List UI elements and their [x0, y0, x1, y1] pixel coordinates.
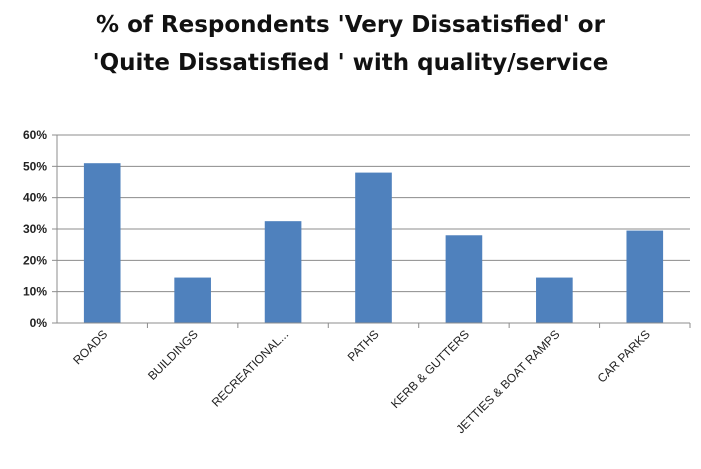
y-tick-label: 60% — [23, 128, 47, 142]
x-tick-label: JETTIES & BOAT RAMPS — [453, 327, 562, 436]
x-tick-label: PATHS — [345, 327, 382, 364]
x-tick-label: RECREATIONAL... — [209, 327, 291, 409]
x-tick-label: KERB & GUTTERS — [388, 327, 472, 411]
bar — [355, 172, 392, 323]
x-tick-label: ROADS — [70, 327, 110, 367]
bar — [445, 235, 483, 323]
bar — [264, 221, 302, 323]
chart-title: % of Respondents 'Very Dissatisfied' or … — [0, 6, 701, 82]
bar — [174, 277, 211, 323]
axes — [52, 134, 691, 328]
x-tick-label: BUILDINGS — [145, 327, 201, 383]
bars — [83, 163, 664, 323]
y-tick-label: 40% — [23, 191, 47, 205]
x-tick-labels: ROADS BUILDINGS RECREATIONAL... PATHS KERB &… — [70, 327, 653, 436]
y-tick-label: 30% — [23, 222, 47, 236]
x-tick-label: CAR PARKS — [595, 327, 653, 385]
bar — [536, 277, 573, 323]
y-tick-label: 10% — [23, 285, 47, 299]
bar — [626, 230, 664, 323]
chart-title-line-2: 'Quite Dissatisfied ' with quality/servi… — [92, 50, 609, 76]
y-tick-label: 50% — [23, 159, 47, 173]
y-tick-labels: 0% 10% 20% 30% 40% 50% 60% — [23, 128, 47, 330]
chart-title-line-1: % of Respondents 'Very Dissatisfied' or — [96, 12, 605, 38]
y-tick-label: 20% — [23, 253, 47, 267]
y-tick-label: 0% — [30, 316, 48, 330]
bar — [83, 163, 121, 323]
